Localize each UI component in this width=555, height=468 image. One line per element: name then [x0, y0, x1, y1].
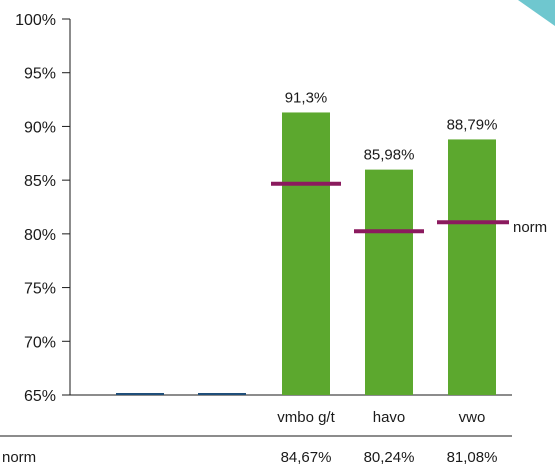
- bar: [448, 139, 496, 395]
- y-tick-label: 100%: [15, 12, 56, 29]
- norm-lines: [271, 181, 509, 234]
- category-labels: vmbo g/t havo vwo: [277, 409, 485, 426]
- norm-value-label: 84,67%: [281, 449, 332, 466]
- bar: [282, 112, 330, 395]
- norm-row-label: norm: [2, 449, 36, 466]
- data-labels: 91,3% 85,98% 88,79%: [285, 89, 498, 163]
- y-tick-label: 85%: [24, 173, 56, 190]
- bar: [365, 169, 413, 395]
- category-label: vmbo g/t: [277, 409, 335, 426]
- norm-value-label: 80,24%: [364, 449, 415, 466]
- y-tick-label: 75%: [24, 281, 56, 298]
- y-tick-label: 90%: [24, 119, 56, 136]
- category-label: havo: [373, 409, 406, 426]
- bars: [116, 112, 496, 395]
- bar-value-label: 88,79%: [447, 116, 498, 133]
- y-tick-label: 65%: [24, 388, 56, 405]
- y-tick-label: 80%: [24, 227, 56, 244]
- category-label: vwo: [459, 409, 486, 426]
- y-tick-label: 95%: [24, 66, 56, 83]
- corner-decoration: [518, 0, 555, 26]
- norm-row: 84,67% 80,24% 81,08% norm: [2, 449, 497, 466]
- y-tick-label: 70%: [24, 334, 56, 351]
- bar-value-label: 85,98%: [364, 147, 415, 164]
- y-ticks: 100% 95% 90% 85% 80% 75% 70% 65%: [15, 12, 70, 405]
- norm-legend-label: norm: [513, 219, 547, 236]
- bar-value-label: 91,3%: [285, 89, 328, 106]
- norm-value-label: 81,08%: [447, 449, 498, 466]
